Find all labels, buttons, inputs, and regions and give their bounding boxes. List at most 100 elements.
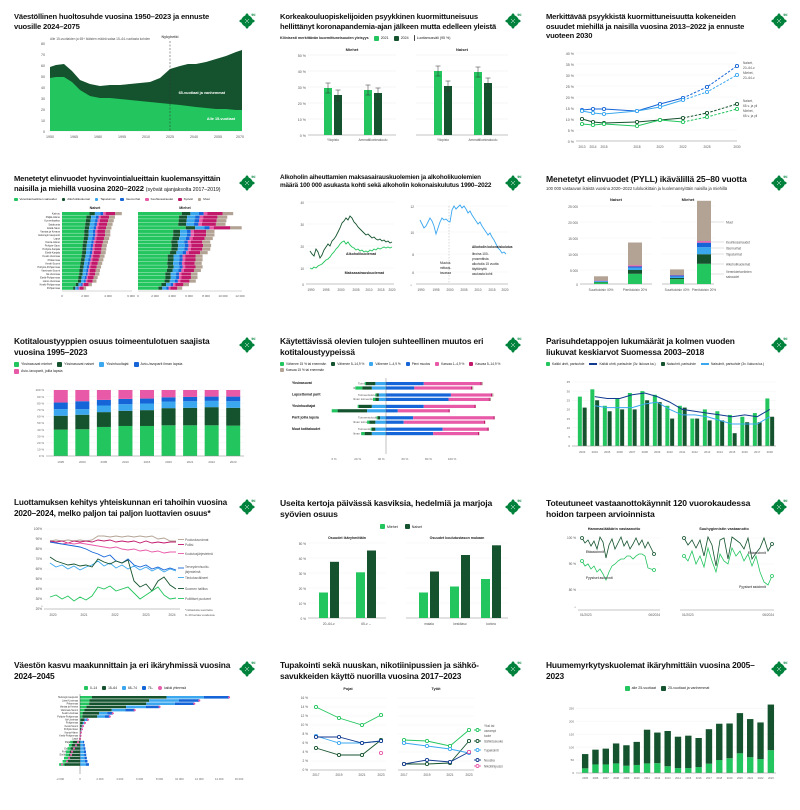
area-label-elderly: 65-vuotiaat ja vanhemmat (179, 91, 226, 95)
svg-text:2016: 2016 (742, 450, 749, 454)
legend-item-25plus: 25-vuotiaat ja vanhemmat (661, 686, 709, 691)
bar-chart-vegetable-consumption: 0 %10 %20 % 30 %40 %50 % Osuudet ikäryhm… (280, 531, 522, 629)
xtick: Ammattikorkeakoulu (359, 138, 388, 142)
svg-text:2022: 2022 (111, 613, 118, 617)
thl-flower-logo: thl (504, 336, 522, 354)
svg-text:90 %: 90 % (569, 562, 576, 566)
card-tupakointi: Tupakointi sekä nuuskan, nikotiinipussie… (268, 650, 532, 810)
svg-text:30%: 30% (36, 597, 43, 601)
legend-title: Kliinisesti merkittävän kuormittuneisuud… (280, 36, 369, 40)
svg-text:Muutos: Muutos (440, 261, 451, 265)
svg-text:Etelä-Karjala: Etelä-Karjala (45, 251, 60, 255)
legend-item-keuhko: Keuhkosairaudet (145, 197, 173, 201)
svg-text:4 000: 4 000 (104, 294, 112, 298)
svg-text:Vantaa ja Kerava: Vantaa ja Kerava (40, 230, 60, 234)
card-kotitaloustyypit: Kotitaloustyyppien osuus toimeentulotuen… (2, 326, 266, 486)
label-etaasioinnit: Etäasioinnit (586, 550, 605, 554)
svg-text:6 000: 6 000 (185, 294, 193, 298)
card-korkeakouluopiskelijat: Korkeakouluopiskelijoiden psyykkinen kuo… (268, 2, 532, 162)
svg-text:tavassa: tavassa (440, 271, 451, 275)
svg-text:5 000: 5 000 (570, 269, 578, 273)
svg-text:100 %: 100 % (35, 388, 44, 392)
svg-text:2007: 2007 (603, 776, 609, 780)
svg-text:2008: 2008 (642, 450, 649, 454)
svg-text:60 %: 60 % (37, 414, 44, 418)
svg-text:1950: 1950 (46, 135, 54, 139)
series-label-sahkosavuke: Sähkösavuke (484, 739, 503, 743)
series-label-kulutus: Alkoholin kokonaiskulutus (472, 245, 513, 249)
svg-text:Pirkanmaa: Pirkanmaa (48, 258, 61, 262)
legend-item-yhteensa: kaikki yhteensä (158, 686, 186, 690)
svg-text:2014: 2014 (717, 450, 724, 454)
xtick: 01/2023 (580, 613, 592, 617)
svg-text:1995: 1995 (432, 288, 439, 292)
svg-text:2022: 2022 (758, 776, 764, 780)
svg-text:2015: 2015 (685, 776, 691, 780)
svg-text:2022: 2022 (208, 460, 215, 464)
svg-text:2003: 2003 (579, 450, 586, 454)
svg-text:8 000: 8 000 (156, 777, 163, 781)
svg-text:2018: 2018 (767, 450, 774, 454)
panel-label-naiset: Naiset (90, 206, 102, 210)
svg-text:80 %: 80 % (425, 457, 432, 461)
card-header: Huumemyrkytyskuolemat ikäryhmittäin vuos… (546, 660, 788, 682)
svg-text:2019: 2019 (335, 773, 342, 777)
legend-item-miehet: Miehet (380, 524, 398, 529)
svg-text:5 %: 5 % (568, 129, 575, 133)
svg-text:2007: 2007 (629, 450, 636, 454)
panel-label-koulutus: Osuudet koulutustason mukaan (430, 536, 485, 540)
svg-text:1990: 1990 (417, 288, 424, 292)
line-chart-dental-visits: Hammaslääkärin vastaanotto Suuhygienisti… (546, 520, 788, 626)
svg-text:2055: 2055 (214, 135, 222, 139)
legend-item-65-74: 65–74 (122, 686, 137, 690)
svg-text:90 %: 90 % (37, 394, 44, 398)
svg-text:80 %: 80 % (569, 588, 576, 592)
legend-item-k1: Kasvaa 1–4,9 % (435, 362, 464, 366)
xtick: Suurituloisin 40% (589, 288, 614, 292)
svg-text:30 %: 30 % (298, 86, 307, 90)
legend-item-75: 75– (142, 686, 153, 690)
thl-flower-logo: thl (770, 660, 788, 678)
legend: Vähenee 15 % tai enemmän Vähenee 5–14,9 … (280, 362, 522, 372)
line-chart-distress-forecast: 0 %5 %10 % 15 %20 %25 % 30 %35 %40 % (546, 41, 788, 153)
card-header: Luottamuksen kehitys yhteiskunnan eri ta… (14, 498, 256, 519)
svg-text:2025: 2025 (166, 135, 174, 139)
card-title: Kotitaloustyyppien osuus toimeentulotuen… (14, 336, 234, 358)
panel-label-miehet: Miehet (346, 47, 359, 52)
svg-text:Etelä-Savo: Etelä-Savo (47, 226, 60, 230)
svg-text:1995: 1995 (118, 135, 126, 139)
svg-text:90%: 90% (36, 537, 43, 541)
card-header: Parisuhdetappojen lukumäärät ja kolmen v… (546, 336, 788, 358)
thl-flower-logo: thl (504, 498, 522, 516)
svg-text:Pohjois-Pohjanmaa: Pohjois-Pohjanmaa (38, 265, 61, 269)
xtick: Pienituloisin 20% (692, 288, 716, 292)
svg-text:2024: 2024 (168, 613, 175, 617)
svg-text:12 %: 12 % (301, 714, 308, 718)
svg-text:2015: 2015 (600, 145, 607, 149)
svg-text:2021: 2021 (187, 460, 194, 464)
svg-text:2017: 2017 (706, 776, 712, 780)
card-title: Alkoholin aiheuttamien maksasairauskuole… (280, 174, 500, 190)
svg-text:15 %: 15 % (566, 107, 575, 111)
label-fyysiset: Fyysiset asioinnit (739, 585, 767, 589)
svg-text:10 %: 10 % (299, 602, 306, 606)
card-title: Tupakointi sekä nuuskan, nikotiinipussie… (280, 660, 500, 682)
svg-text:tuote: tuote (484, 734, 491, 738)
svg-text:2018: 2018 (633, 145, 640, 149)
svg-text:thl: thl (252, 337, 256, 341)
legend-item-kaikki-line: Kaikki uhrit, parisuhde (3v. liukuva ka.… (589, 362, 655, 366)
svg-text:50: 50 (41, 75, 45, 79)
legend: Miehet Naiset (280, 524, 522, 529)
svg-text:30: 30 (300, 223, 304, 227)
svg-text:80%: 80% (36, 547, 43, 551)
svg-text:Itä-Uusimaa: Itä-Uusimaa (46, 272, 61, 276)
legend: Verenkiertoelinten sairaudet Alkoholikuo… (14, 197, 256, 201)
svg-text:2008: 2008 (613, 776, 619, 780)
svg-text:60: 60 (41, 64, 45, 68)
card-title: Huumemyrkytyskuolemat ikäryhmittäin vuos… (546, 660, 766, 682)
card-title: Korkeakouluopiskelijoiden psyykkinen kuo… (280, 12, 500, 31)
card-vastaanottokaynnit: Toteutuneet vastaanottokäynnit 120 vuoro… (534, 488, 798, 648)
legend-item-itsemurhat: Itsemurhat (120, 197, 140, 201)
